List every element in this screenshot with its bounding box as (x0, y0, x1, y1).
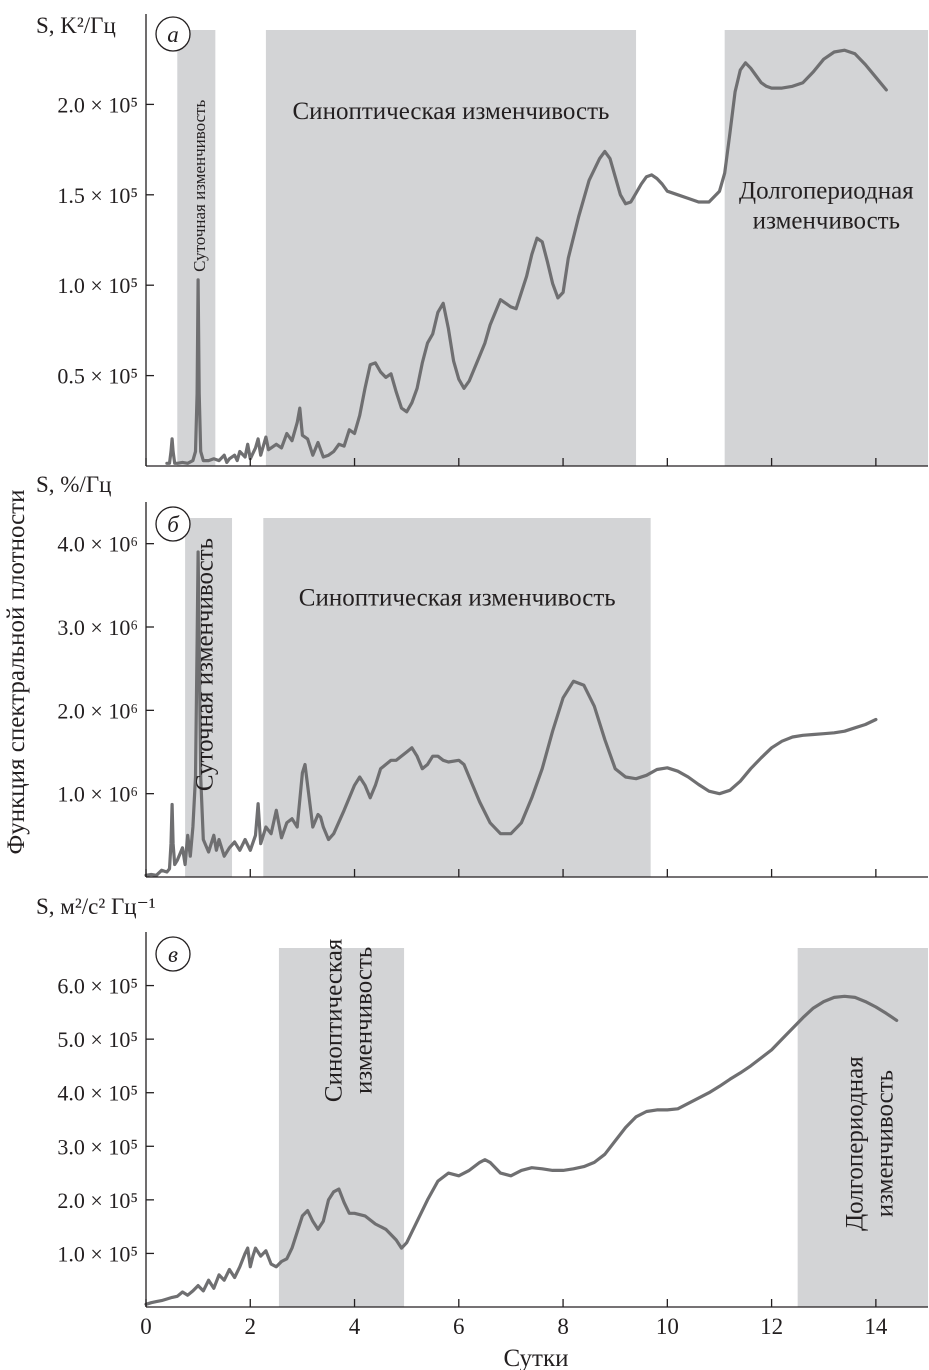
y-tick-label: 2.0 × 10⁵ (57, 92, 138, 117)
x-tick-label: 4 (349, 1314, 361, 1339)
y-tick-label: 2.0 × 10⁶ (57, 698, 138, 723)
variability-band (797, 948, 928, 1307)
x-tick-label: 10 (656, 1314, 679, 1339)
band-label-line2: изменчивость (351, 947, 378, 1094)
variability-band (278, 948, 405, 1307)
band-label-line2: изменчивость (871, 1070, 898, 1217)
band-label: Синоптическая изменчивость (293, 98, 610, 125)
spectrum-curve (144, 994, 899, 1306)
x-tick-label: 14 (864, 1314, 888, 1339)
y-tick-label: 3.0 × 10⁶ (57, 615, 138, 640)
y-tick-label: 0.5 × 10⁵ (57, 364, 138, 389)
panel-y-axis-label: S, K²/Гц (36, 13, 116, 38)
band-label: Суточная изменчивость (192, 538, 219, 791)
variability-band (724, 30, 928, 466)
band-label: Долгопериодная (739, 177, 914, 204)
x-tick-label: 12 (760, 1314, 783, 1339)
panel-label: в (168, 942, 178, 967)
x-tick-label: 0 (140, 1314, 152, 1339)
global-y-axis-label: Функция спектральной плотности (3, 490, 30, 855)
y-tick-label: 6.0 × 10⁵ (57, 974, 138, 999)
panel-label-circle (155, 506, 191, 542)
band-label-line2: изменчивость (753, 207, 900, 234)
y-tick-label: 1.0 × 10⁵ (57, 273, 138, 298)
x-tick-label: 8 (557, 1314, 569, 1339)
band-label: Синоптическая (321, 938, 348, 1102)
panel-label: а (167, 22, 179, 47)
x-tick-label: 6 (453, 1314, 465, 1339)
spectrum-curve (144, 550, 878, 877)
y-tick-label: 1.0 × 10⁵ (57, 1241, 138, 1266)
panel-label-circle (155, 16, 191, 52)
band-label: Долгопериодная (841, 1056, 868, 1231)
y-tick-label: 4.0 × 10⁵ (57, 1081, 138, 1106)
chart-panel-0: Суточная изменчивость Синоптическая измен… (36, 13, 928, 467)
variability-band (265, 30, 637, 466)
x-tick-label: 2 (245, 1314, 257, 1339)
y-tick-label: 4.0 × 10⁶ (57, 532, 138, 557)
y-tick-label: 5.0 × 10⁵ (57, 1027, 138, 1052)
y-tick-label: 3.0 × 10⁵ (57, 1134, 138, 1159)
panel-label: б (167, 512, 180, 537)
band-label: Синоптическая изменчивость (299, 584, 616, 611)
band-label: Суточная изменчивость (190, 99, 209, 271)
y-tick-label: 2.0 × 10⁵ (57, 1188, 138, 1213)
chart-panel-1: Суточная изменчивость Синоптическая измен… (36, 472, 928, 878)
y-tick-label: 1.5 × 10⁵ (57, 183, 138, 208)
x-axis-label: Сутки (503, 1345, 568, 1370)
panel-label-circle (155, 936, 191, 972)
spectrum-curve (165, 48, 888, 465)
y-tick-label: 1.0 × 10⁶ (57, 782, 138, 807)
panel-y-axis-label: S, %/Гц (36, 472, 111, 497)
panel-y-axis-label: S, м²/с² Гц⁻¹ (36, 894, 156, 919)
variability-band (263, 518, 651, 877)
